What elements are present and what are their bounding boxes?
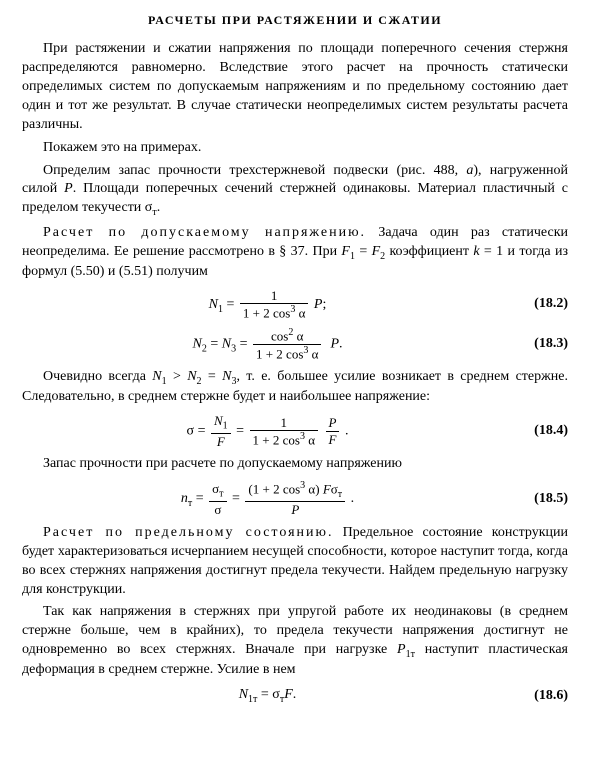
lead-text: Расчет по предельному состоянию. xyxy=(43,525,333,540)
paragraph-7: Расчет по предельному состоянию. Предель… xyxy=(22,524,568,600)
equation-body: N2 = N3 = cos2 α1 + 2 cos3 α P. xyxy=(22,327,513,362)
paragraph-2: Покажем это на примерах. xyxy=(22,139,568,158)
var-P: P xyxy=(64,181,73,196)
paragraph-3: Определим запас прочности трехстержневой… xyxy=(22,162,568,220)
equation-18-3: N2 = N3 = cos2 α1 + 2 cos3 α P. (18.3) xyxy=(22,327,568,362)
paragraph-4: Расчет по допускаемому напряжению. Задач… xyxy=(22,224,568,282)
page-title: РАСЧЕТЫ ПРИ РАСТЯЖЕНИИ И СЖАТИИ xyxy=(22,12,568,28)
equation-number: (18.6) xyxy=(513,687,568,706)
eq-inline: N xyxy=(152,369,161,384)
text: . xyxy=(157,200,161,215)
eq-inline: F xyxy=(341,244,350,259)
text: коэффициент xyxy=(385,244,473,259)
equation-number: (18.5) xyxy=(513,490,568,509)
equation-number: (18.3) xyxy=(513,335,568,354)
equation-18-5: nт = σтσ = (1 + 2 cos3 α) FσтP . (18.5) xyxy=(22,480,568,518)
eq-inline: k xyxy=(473,244,479,259)
lead-text: Расчет по допускаемому напряжению. xyxy=(43,225,366,240)
text: . Площади поперечных сечений стержней од… xyxy=(22,181,568,215)
eq-inline: P xyxy=(397,642,406,657)
equation-18-4: σ = N1F = 11 + 2 cos3 α PF . (18.4) xyxy=(22,413,568,449)
text: Определим запас прочности трехстержневой… xyxy=(43,163,466,178)
equation-body: N1т = σтF. xyxy=(22,686,513,706)
equation-body: N1 = 11 + 2 cos3 α P; xyxy=(22,288,513,322)
text: Очевидно всегда xyxy=(43,369,152,384)
equation-number: (18.2) xyxy=(513,295,568,314)
equation-18-2: N1 = 11 + 2 cos3 α P; (18.2) xyxy=(22,288,568,322)
equation-body: nт = σтσ = (1 + 2 cos3 α) FσтP . xyxy=(22,480,513,518)
paragraph-1: При растяжении и сжатии напряжения по пл… xyxy=(22,40,568,134)
equation-18-6: N1т = σтF. (18.6) xyxy=(22,686,568,706)
paragraph-6: Запас прочности при расчете по допускаем… xyxy=(22,455,568,474)
equation-body: σ = N1F = 11 + 2 cos3 α PF . xyxy=(22,413,513,449)
paragraph-8: Так как напряжения в стержнях при упруго… xyxy=(22,603,568,680)
paragraph-5: Очевидно всегда N1 > N2 = N3, т. е. боль… xyxy=(22,368,568,407)
equation-number: (18.4) xyxy=(513,422,568,441)
